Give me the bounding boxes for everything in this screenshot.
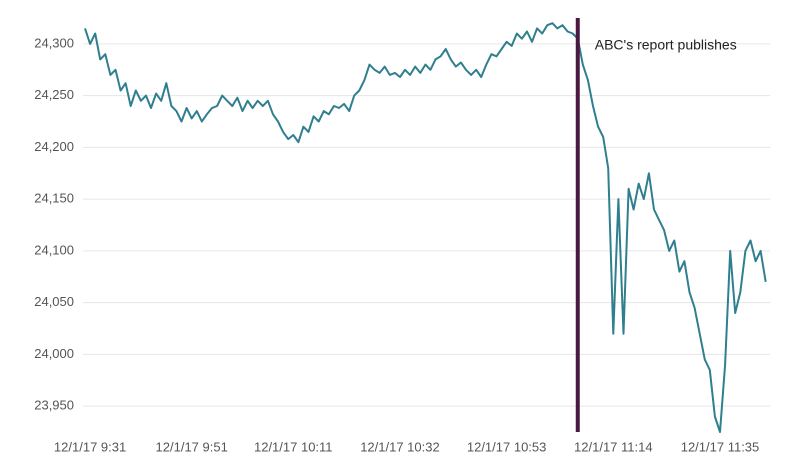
x-tick-label: 12/1/17 10:11 [254, 439, 333, 454]
y-tick-label: 23,950 [34, 398, 74, 413]
y-tick-label: 24,100 [34, 242, 74, 257]
x-tick-label: 12/1/17 10:53 [467, 439, 547, 454]
data-line [84, 22, 767, 433]
y-tick-label: 24,050 [34, 294, 74, 309]
annotation-text: ABC's report publishes [595, 37, 737, 53]
y-tick-label: 24,250 [34, 87, 74, 102]
y-tick-label: 24,200 [34, 139, 74, 154]
x-tick-label: 12/1/17 11:14 [574, 439, 653, 454]
y-tick-label: 24,150 [34, 191, 74, 206]
x-tick-label: 12/1/17 10:32 [360, 439, 440, 454]
x-tick-label: 12/1/17 9:31 [54, 439, 126, 454]
y-tick-label: 24,000 [34, 346, 74, 361]
y-tick-label: 24,300 [34, 35, 74, 50]
x-tick-label: 12/1/17 11:35 [681, 439, 760, 454]
x-tick-label: 12/1/17 9:51 [156, 439, 228, 454]
